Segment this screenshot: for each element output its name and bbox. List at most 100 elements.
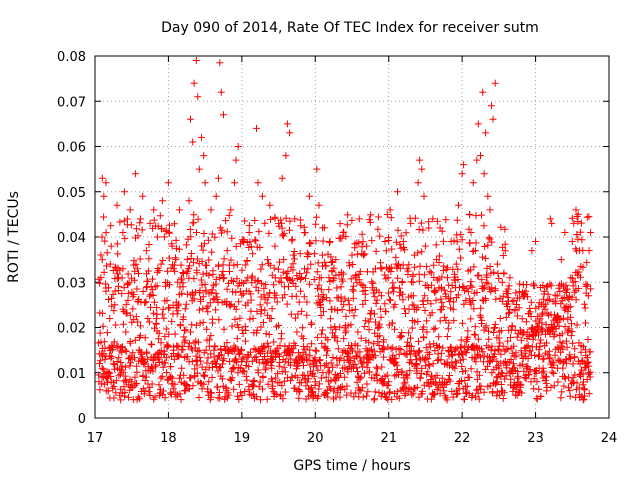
data-point xyxy=(497,223,505,231)
data-point xyxy=(324,347,332,355)
data-point xyxy=(502,372,510,380)
data-point xyxy=(527,313,535,320)
data-point xyxy=(437,356,445,364)
data-point xyxy=(482,129,490,137)
data-point xyxy=(235,323,243,331)
data-point xyxy=(204,354,212,362)
data-point xyxy=(165,254,173,262)
data-point xyxy=(352,271,360,279)
data-point xyxy=(398,278,406,286)
data-point xyxy=(324,393,332,401)
data-point xyxy=(526,305,534,312)
data-point xyxy=(231,347,239,355)
data-point xyxy=(222,385,230,393)
data-point xyxy=(451,358,459,366)
data-point xyxy=(391,301,399,309)
data-point xyxy=(561,375,569,383)
data-point xyxy=(145,388,153,396)
data-point xyxy=(399,296,407,304)
data-point xyxy=(277,216,285,224)
data-point xyxy=(296,270,304,277)
data-point xyxy=(254,277,262,284)
data-point xyxy=(483,264,491,272)
data-point xyxy=(283,374,291,382)
data-point xyxy=(109,360,117,368)
data-point xyxy=(305,192,313,200)
data-point xyxy=(526,347,534,355)
data-point xyxy=(530,385,538,393)
data-point xyxy=(435,252,443,260)
data-point xyxy=(278,224,286,232)
data-point xyxy=(506,274,514,282)
data-point xyxy=(190,295,198,303)
data-point xyxy=(139,288,147,295)
data-point xyxy=(169,385,177,393)
data-point xyxy=(424,368,432,376)
data-point xyxy=(103,262,111,270)
data-point xyxy=(454,291,462,299)
data-point xyxy=(189,382,197,390)
data-point xyxy=(311,382,319,389)
data-point xyxy=(266,314,274,322)
data-point xyxy=(353,353,361,361)
data-point xyxy=(132,225,140,233)
data-point xyxy=(259,385,266,393)
data-point xyxy=(430,274,438,281)
data-point xyxy=(137,322,145,330)
data-point xyxy=(542,300,550,308)
data-point xyxy=(307,321,315,329)
data-point xyxy=(569,282,577,290)
data-point xyxy=(127,359,134,367)
data-point xyxy=(238,266,246,274)
axis-ticks: 17 18 19 20 21 22 23 24 0 0.01 0.02 0.03 0.04 0.05 0.0… xyxy=(57,50,617,446)
data-point xyxy=(223,247,231,255)
data-point xyxy=(449,362,457,370)
data-point xyxy=(169,310,177,318)
data-point xyxy=(181,386,189,394)
data-point xyxy=(252,237,260,245)
data-point xyxy=(563,343,571,351)
data-point xyxy=(539,295,547,303)
data-point xyxy=(504,337,512,345)
data-point xyxy=(473,289,481,296)
data-point xyxy=(435,259,443,266)
data-point xyxy=(212,192,220,200)
data-point xyxy=(341,295,349,303)
data-point xyxy=(396,264,404,272)
data-point xyxy=(132,260,140,268)
data-point xyxy=(571,345,579,353)
data-point xyxy=(249,314,257,322)
data-point xyxy=(409,292,417,300)
data-point xyxy=(543,339,550,347)
data-point xyxy=(372,299,380,307)
data-point xyxy=(274,344,282,352)
data-point xyxy=(187,374,195,382)
data-point xyxy=(355,215,363,223)
data-point xyxy=(332,271,340,279)
data-point xyxy=(308,340,316,348)
data-point xyxy=(431,347,439,355)
data-point xyxy=(477,304,485,312)
data-point xyxy=(444,325,452,333)
data-point xyxy=(219,275,227,282)
data-point xyxy=(369,279,377,287)
data-point xyxy=(474,389,482,397)
data-point xyxy=(162,325,170,333)
data-point xyxy=(532,238,540,245)
data-point xyxy=(376,305,384,313)
data-point xyxy=(546,354,554,362)
data-point xyxy=(549,323,557,331)
data-point xyxy=(306,239,314,247)
data-point xyxy=(159,256,167,264)
data-point xyxy=(177,261,185,269)
data-point xyxy=(299,335,307,343)
data-point xyxy=(218,351,226,359)
data-point xyxy=(304,378,312,386)
data-point xyxy=(435,333,443,341)
data-point xyxy=(181,305,189,313)
data-point xyxy=(230,385,238,393)
data-point xyxy=(480,222,488,230)
data-point xyxy=(274,370,282,378)
y-tick-label: 0.03 xyxy=(57,276,86,291)
